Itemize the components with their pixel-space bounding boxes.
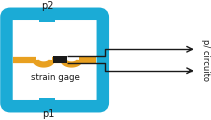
Bar xyxy=(39,98,55,108)
Text: strain gage: strain gage xyxy=(31,73,80,82)
Text: p2: p2 xyxy=(42,1,54,11)
Bar xyxy=(39,12,55,22)
Text: p1: p1 xyxy=(42,109,54,119)
Bar xyxy=(53,56,66,63)
FancyBboxPatch shape xyxy=(7,14,103,106)
Text: p/ circuito: p/ circuito xyxy=(201,39,210,81)
